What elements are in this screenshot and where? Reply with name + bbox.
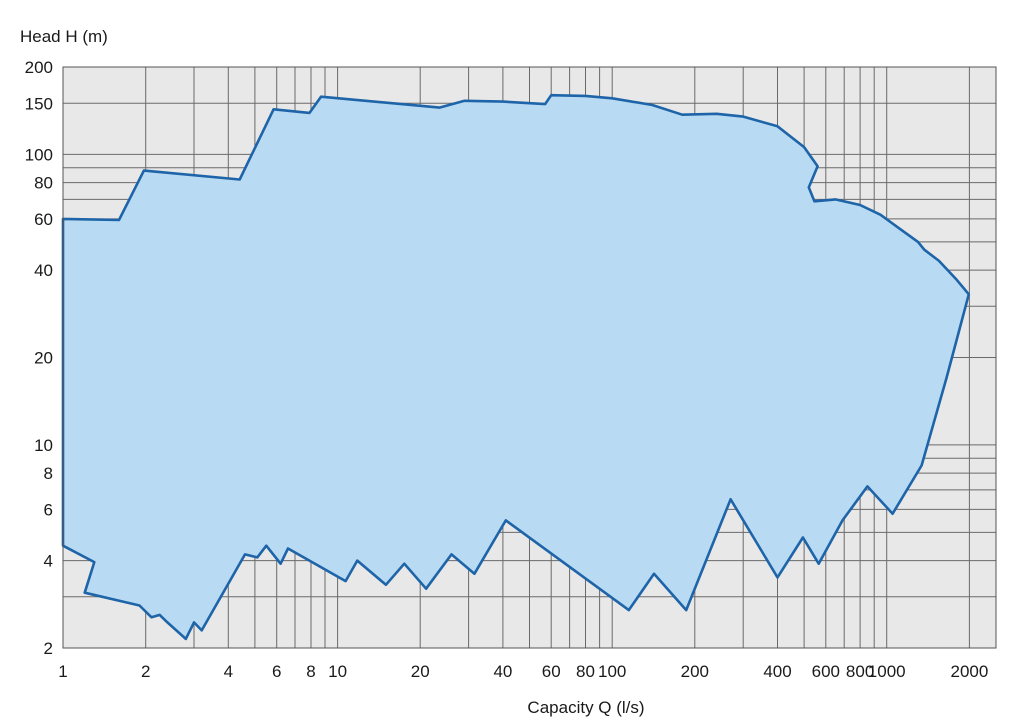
y-tick-label: 20 — [34, 349, 53, 368]
y-tick-label: 40 — [34, 261, 53, 280]
y-axis-title: Head H (m) — [20, 27, 108, 46]
x-tick-label: 40 — [493, 662, 512, 681]
plot-border — [62, 66, 997, 649]
x-tick-label: 400 — [763, 662, 791, 681]
x-tick-label: 4 — [224, 662, 233, 681]
x-tick-label: 600 — [812, 662, 840, 681]
x-tick-label: 80 — [576, 662, 595, 681]
y-tick-label: 200 — [25, 58, 53, 77]
x-tick-label: 60 — [542, 662, 561, 681]
performance-envelope-area — [61, 93, 971, 641]
y-tick-label: 4 — [44, 552, 53, 571]
x-tick-label: 8 — [306, 662, 315, 681]
y-tick-label: 80 — [34, 174, 53, 193]
x-tick-label: 20 — [411, 662, 430, 681]
y-tick-label: 2 — [44, 639, 53, 658]
y-tick-label: 100 — [25, 145, 53, 164]
y-tick-labels: 2 4 6 8 10 20 40 60 80 100 150 200 — [25, 58, 53, 658]
x-tick-label: 2000 — [950, 662, 988, 681]
x-tick-label: 6 — [272, 662, 281, 681]
x-tick-label: 10 — [328, 662, 347, 681]
y-tick-label: 6 — [44, 500, 53, 519]
y-tick-label: 8 — [44, 464, 53, 483]
x-tick-label: 800 — [846, 662, 874, 681]
y-tick-label: 60 — [34, 210, 53, 229]
x-tick-label: 100 — [598, 662, 626, 681]
x-tick-label: 2 — [141, 662, 150, 681]
x-tick-label: 200 — [681, 662, 709, 681]
y-tick-label: 10 — [34, 436, 53, 455]
x-axis-title: Capacity Q (l/s) — [527, 698, 644, 717]
x-tick-label: 1000 — [868, 662, 906, 681]
y-tick-label: 150 — [25, 94, 53, 113]
x-tick-label: 1 — [58, 662, 67, 681]
